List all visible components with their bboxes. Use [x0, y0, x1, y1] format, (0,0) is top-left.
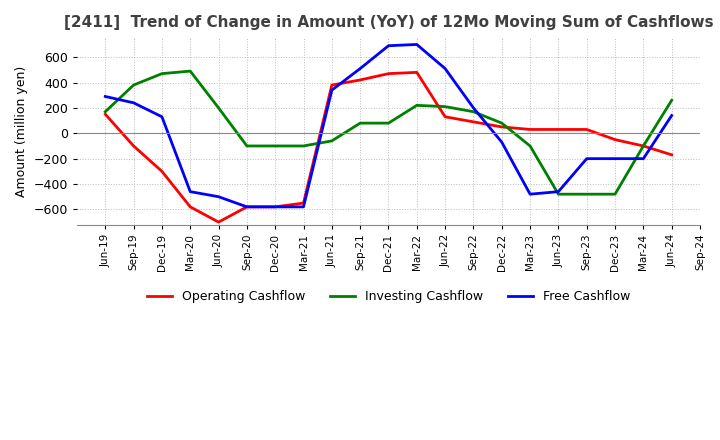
- Title: [2411]  Trend of Change in Amount (YoY) of 12Mo Moving Sum of Cashflows: [2411] Trend of Change in Amount (YoY) o…: [63, 15, 714, 30]
- Legend: Operating Cashflow, Investing Cashflow, Free Cashflow: Operating Cashflow, Investing Cashflow, …: [142, 285, 636, 308]
- Y-axis label: Amount (million yen): Amount (million yen): [15, 66, 28, 197]
